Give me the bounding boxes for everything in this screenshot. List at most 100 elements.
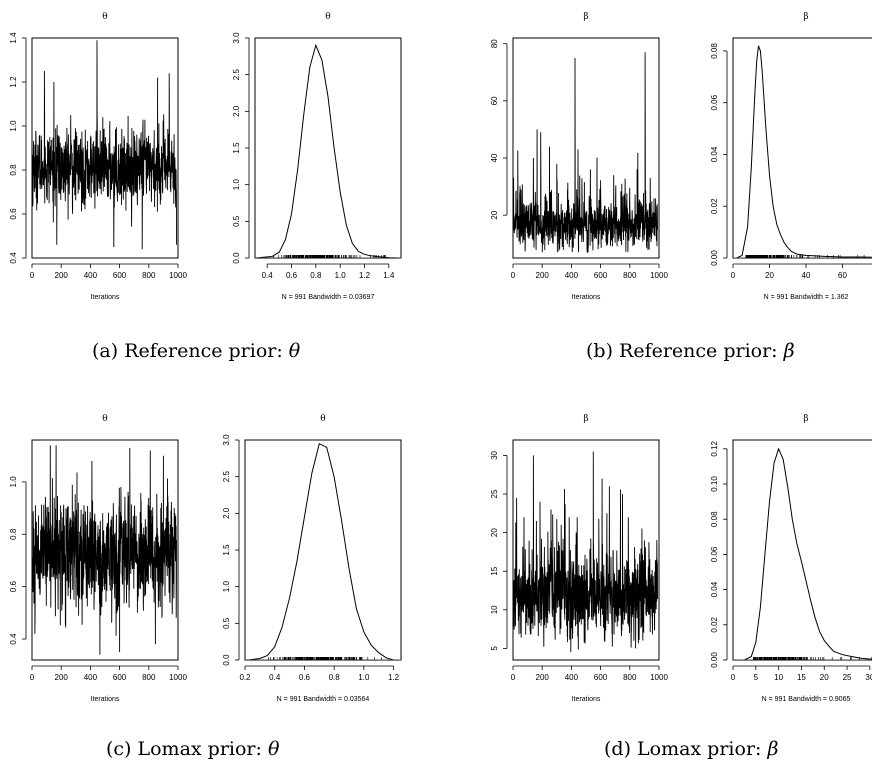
y-tick-label: 0.02 bbox=[710, 198, 719, 214]
caption-a: (a) Reference prior: θ bbox=[92, 340, 300, 362]
x-tick-label: 800 bbox=[623, 673, 637, 682]
density-curve bbox=[247, 442, 394, 660]
plot-frame bbox=[244, 439, 402, 661]
x-tick-label: 400 bbox=[565, 673, 579, 682]
y-tick-label: 0.0 bbox=[232, 252, 241, 264]
caption-b-prefix: (b) Reference prior: bbox=[586, 340, 784, 362]
x-tick-label: 0 bbox=[731, 271, 736, 280]
x-tick-label: 5 bbox=[754, 673, 759, 682]
y-tick-label: 0.08 bbox=[710, 511, 719, 527]
y-tick-label: 0.00 bbox=[710, 652, 719, 668]
caption-a-symbol: θ bbox=[288, 340, 301, 362]
x-axis-label: Iterations bbox=[572, 294, 601, 301]
x-tick-label: 200 bbox=[55, 673, 69, 682]
y-tick-label: 0.00 bbox=[710, 250, 719, 266]
y-tick-label: 5 bbox=[490, 646, 499, 651]
y-tick-label: 20 bbox=[490, 528, 499, 537]
trace-line bbox=[513, 451, 658, 653]
x-tick-label: 1000 bbox=[169, 673, 187, 682]
panel-a-density: θ 0.4 0.6 0.8 1.0 1.2 1.4 N = 991 Bandwidth = 0… bbox=[232, 12, 402, 301]
trace-line bbox=[32, 40, 177, 250]
x-tick-label: 400 bbox=[84, 673, 98, 682]
y-tick-label: 0.12 bbox=[710, 440, 719, 456]
x-tick-label: 200 bbox=[536, 271, 550, 280]
y-tick-label: 0.5 bbox=[232, 215, 241, 227]
y-tick-label: 0.6 bbox=[9, 581, 18, 593]
y-tick-label: 1.0 bbox=[9, 120, 18, 132]
panel-d-density: β 0 5 10 15 20 25 30 N = 991 Bandwidth = 0.9065 0… bbox=[710, 414, 872, 703]
x-tick-label: 1.4 bbox=[383, 271, 395, 280]
caption-b: (b) Reference prior: β bbox=[586, 340, 795, 362]
x-tick-label: 1.0 bbox=[335, 271, 347, 280]
x-tick-label: 25 bbox=[843, 673, 852, 682]
rug-marks bbox=[753, 657, 872, 660]
plot-frame bbox=[512, 37, 660, 259]
x-tick-label: 400 bbox=[84, 271, 98, 280]
x-axis-label: N = 991 Bandwidth = 0.03564 bbox=[277, 696, 370, 703]
x-tick-label: 0.2 bbox=[239, 673, 251, 682]
x-tick-label: 15 bbox=[797, 673, 806, 682]
y-tick-label: 0.4 bbox=[9, 252, 18, 264]
y-tick-label: 3.0 bbox=[232, 32, 241, 44]
caption-d-prefix: (d) Lomax prior: bbox=[604, 738, 768, 760]
y-tick-label: 1.4 bbox=[9, 32, 18, 44]
x-tick-label: 800 bbox=[142, 673, 156, 682]
y-tick-label: 1.0 bbox=[222, 581, 231, 593]
x-axis-label: Iterations bbox=[91, 696, 120, 703]
x-tick-label: 0 bbox=[731, 673, 736, 682]
x-tick-label: 30 bbox=[865, 673, 872, 682]
rug-marks bbox=[268, 657, 382, 660]
panel-b-trace: β 0 200 400 600 800 1000 Iterations 20 40 60 80 bbox=[490, 12, 668, 301]
caption-c: (c) Lomax prior: θ bbox=[106, 738, 279, 760]
y-tick-label: 0.06 bbox=[710, 546, 719, 562]
plot-title: β bbox=[803, 12, 808, 22]
y-tick-label: 2.0 bbox=[232, 105, 241, 117]
x-tick-label: 40 bbox=[802, 271, 811, 280]
y-tick-label: 0.0 bbox=[222, 654, 231, 666]
x-tick-label: 0.4 bbox=[269, 673, 281, 682]
y-tick-label: 0.8 bbox=[9, 528, 18, 540]
y-tick-label: 0.6 bbox=[9, 208, 18, 220]
density-curve bbox=[736, 45, 872, 258]
x-tick-label: 0 bbox=[30, 673, 35, 682]
y-tick-label: 1.2 bbox=[9, 76, 18, 88]
panel-a-trace: θ 0 200 400 600 800 1000 Iterations 0.4 0.6 0.8 1.0… bbox=[9, 12, 187, 301]
x-tick-label: 200 bbox=[55, 271, 69, 280]
panel-c-density: θ 0.2 0.4 0.6 0.8 1.0 1.2 N = 991 Bandwidth = 0… bbox=[222, 414, 402, 703]
x-tick-label: 0.8 bbox=[310, 271, 322, 280]
x-tick-label: 800 bbox=[623, 271, 637, 280]
y-tick-label: 0.8 bbox=[9, 164, 18, 176]
x-axis-label: Iterations bbox=[91, 294, 120, 301]
plot-title: θ bbox=[325, 12, 330, 22]
rug-marks bbox=[745, 255, 865, 258]
caption-d: (d) Lomax prior: β bbox=[604, 738, 778, 760]
x-tick-label: 600 bbox=[594, 673, 608, 682]
x-tick-label: 1.2 bbox=[359, 271, 371, 280]
y-tick-label: 10 bbox=[490, 605, 499, 614]
y-tick-label: 20 bbox=[490, 210, 499, 219]
x-tick-label: 400 bbox=[565, 271, 579, 280]
y-tick-label: 60 bbox=[490, 96, 499, 105]
x-tick-label: 20 bbox=[820, 673, 829, 682]
x-tick-label: 1000 bbox=[650, 673, 668, 682]
x-axis-label: N = 991 Bandwidth = 0.9065 bbox=[762, 696, 851, 703]
y-tick-label: 15 bbox=[490, 566, 499, 575]
plot-title: β bbox=[583, 414, 588, 424]
x-axis-label: N = 991 Bandwidth = 1.362 bbox=[764, 294, 849, 301]
panel-c-trace: θ 0 200 400 600 800 1000 Iterations 0.4 0.6 0.8 1.0 bbox=[9, 414, 187, 703]
caption-a-prefix: (a) Reference prior: bbox=[92, 340, 289, 362]
plot-frame bbox=[31, 37, 179, 259]
y-tick-label: 0.08 bbox=[710, 43, 719, 59]
y-tick-label: 30 bbox=[490, 450, 499, 459]
x-tick-label: 0.4 bbox=[262, 271, 274, 280]
plot-title: β bbox=[583, 12, 588, 22]
y-tick-label: 1.0 bbox=[232, 179, 241, 191]
plot-title: θ bbox=[102, 12, 107, 22]
y-tick-label: 2.0 bbox=[222, 507, 231, 519]
x-tick-label: 600 bbox=[113, 673, 127, 682]
x-tick-label: 1000 bbox=[169, 271, 187, 280]
caption-d-symbol: β bbox=[767, 738, 779, 760]
y-tick-label: 80 bbox=[490, 39, 499, 48]
caption-c-prefix: (c) Lomax prior: bbox=[106, 738, 268, 760]
